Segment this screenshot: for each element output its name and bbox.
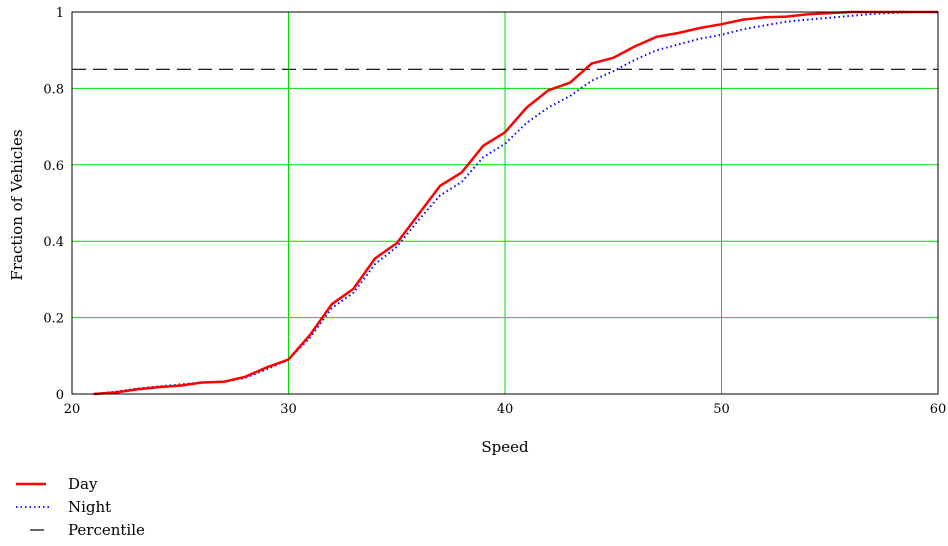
legend-label-night: Night [68, 497, 112, 516]
series-line-night [93, 11, 938, 395]
legend-item-night: Night [14, 495, 145, 518]
y-tick-labels: 0 0.2 0.4 0.6 0.8 1 [43, 6, 64, 403]
series-lines [72, 10, 938, 396]
y-tick-label: 0.8 [43, 82, 64, 97]
y-axis-label: Fraction of Vehicles [8, 129, 26, 280]
x-tick-label: 50 [713, 402, 730, 417]
legend-item-day: Day [14, 472, 145, 495]
y-tick-label: 0.6 [43, 159, 64, 174]
y-tick-label: 0 [56, 388, 64, 403]
legend-label-day: Day [68, 474, 98, 493]
x-tick-label: 40 [497, 402, 514, 417]
legend-swatch-day [16, 482, 46, 485]
series-line-day [93, 10, 938, 396]
grid-lines [72, 12, 938, 394]
y-tick-label: 0.4 [43, 235, 64, 250]
x-axis-label: Speed [481, 438, 529, 456]
legend-swatch-night [16, 505, 52, 508]
x-tick-label: 60 [930, 402, 947, 417]
plot-area-frame [71, 11, 939, 395]
legend: Day Night Percentile [14, 472, 145, 541]
y-tick-label: 1 [56, 6, 64, 21]
legend-swatch-percentile [30, 528, 44, 531]
y-tick-label: 0.2 [43, 312, 64, 327]
legend-label-percentile: Percentile [68, 520, 145, 539]
x-tick-label: 30 [280, 402, 297, 417]
x-tick-label: 20 [64, 402, 81, 417]
x-tick-labels: 20 30 40 50 60 [64, 402, 947, 417]
legend-item-percentile: Percentile [14, 518, 145, 541]
